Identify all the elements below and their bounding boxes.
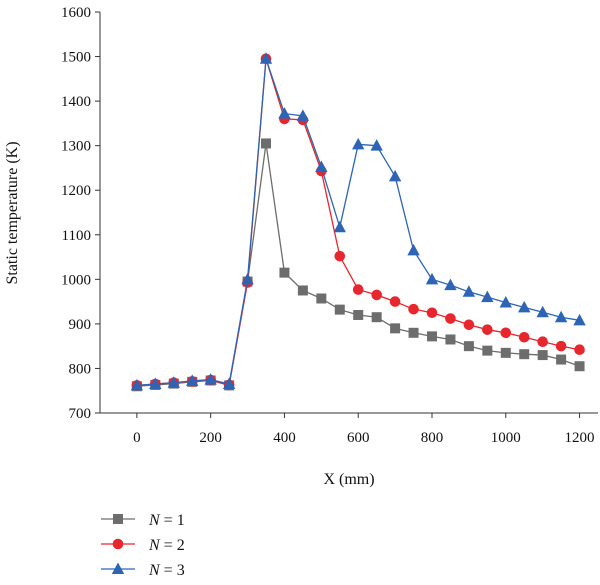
series-3-point [573,313,586,326]
series-3-point [462,285,476,297]
series-1-point [408,327,419,338]
series-layer [130,52,586,392]
series-1-point [261,138,271,149]
series-2-point [334,250,346,262]
legend-label: N = 2 [148,537,185,554]
series-3-point [333,220,346,233]
series-2-point [352,284,364,295]
series-1-point [519,349,530,360]
series-1-point [334,304,345,315]
series-2-point [445,313,456,324]
x-tick-label: 600 [347,430,370,446]
x-ticks: 0 200 400 600 800 1000 1200 [133,413,595,446]
series-3-point [278,107,291,119]
legend-item-3: N = 3 [101,562,185,579]
series-3-point [425,272,439,285]
series-3-point [388,169,402,182]
series-3-point [259,52,273,64]
series-3-point [296,109,310,121]
legend-swatch-marker [112,538,124,550]
series-3-point [167,376,180,388]
series-1-line [136,143,580,387]
series-1-point [390,323,401,334]
series-3-point [518,300,531,313]
series-1-point [353,309,364,320]
series-3-point [222,377,236,390]
x-axis-title: X (mm) [323,471,374,488]
y-tick-label: 800 [69,361,92,377]
y-ticks: 700 800 900 1000 1100 1200 1300 1400 1500 1600 [61,5,100,422]
series-3-point [554,310,568,323]
series-3-point [370,139,383,151]
series-2-point [426,307,438,319]
series-1-point [371,312,382,323]
series-3-point [241,272,254,285]
legend: N = 1 N = 2 N = 3 [101,512,185,579]
series-3-point [315,160,328,173]
series-3-line [136,58,580,387]
series-1-point [297,285,308,296]
x-tick-label: 800 [421,430,444,446]
series-1-point [537,350,548,361]
series-1-point [482,345,493,356]
series-3-point [186,374,199,386]
y-axis-title: Static temperature (K) [4,141,21,284]
series-2-point [463,319,475,331]
series-2-point [574,344,585,356]
y-tick-label: 700 [69,406,92,422]
y-tick-label: 1200 [61,183,91,199]
legend-item-2: N = 2 [101,537,185,554]
series-1-point [463,341,474,352]
series-1-point [279,267,290,278]
y-tick-label: 1600 [61,5,91,21]
series-1-point [556,354,567,365]
series-2-point [555,340,567,352]
series-3-point [204,373,217,385]
x-tick-label: 400 [273,430,296,446]
series-3-point [444,278,457,291]
series-3-point [536,305,549,318]
series-3 [130,52,586,391]
series-1-point [574,361,585,372]
y-tick-label: 900 [69,317,92,333]
series-2-line [136,58,580,387]
series-1-point [316,293,327,304]
series-3-point [130,378,144,391]
axes [99,12,598,414]
x-tick-label: 200 [199,430,222,446]
y-tick-label: 1000 [61,272,91,288]
legend-swatch-marker [113,514,123,524]
y-tick-label: 1100 [62,228,91,244]
series-3-point [149,377,162,390]
x-tick-label: 1200 [565,430,595,446]
x-tick-label: 0 [133,430,141,446]
series-2-point [482,324,493,335]
legend-swatch-marker [111,562,125,574]
legend-label: N = 3 [148,562,185,579]
legend-item-1: N = 1 [101,512,185,529]
series-2-point [408,303,419,315]
series-2 [131,53,585,391]
x-tick-label: 1000 [491,430,521,446]
series-2-point [537,336,548,348]
series-1-point [427,331,437,342]
series-2-point [389,296,401,307]
series-1-point [445,334,456,345]
series-2-point [371,289,382,301]
series-3-point [352,137,365,150]
series-3-point [481,290,494,303]
legend-label: N = 1 [148,512,185,529]
y-tick-label: 1300 [61,139,91,155]
series-1 [131,138,585,392]
series-2-point [500,327,512,339]
y-tick-label: 1500 [61,50,91,66]
series-3-point [407,243,420,256]
series-2-point [518,331,530,343]
series-3-point [499,296,512,308]
y-tick-label: 1400 [61,94,91,110]
series-1-point [500,347,511,358]
